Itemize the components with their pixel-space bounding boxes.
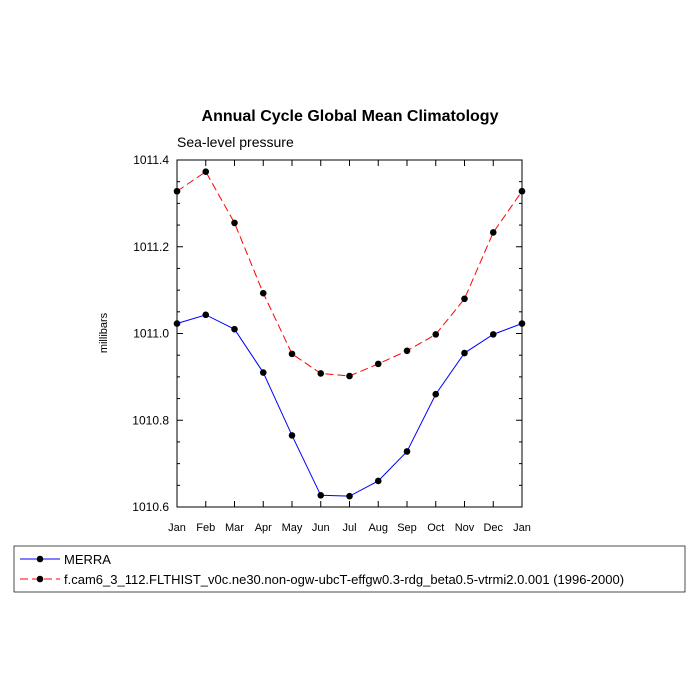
y-tick-label: 1011.2 — [133, 240, 169, 254]
y-tick-label: 1010.8 — [132, 413, 169, 427]
data-point — [288, 350, 296, 358]
x-tick-label: Nov — [455, 522, 475, 534]
legend-marker — [36, 575, 44, 583]
data-point — [202, 168, 210, 176]
plot-border — [176, 159, 523, 508]
x-axis-ticks: Jan Feb Mar Apr May Jun Jul Aug Sep Oct Nov Dec Jan — [168, 160, 531, 534]
data-point — [518, 320, 526, 327]
x-tick-label: May — [282, 522, 303, 534]
x-tick-label: Feb — [196, 522, 215, 534]
data-point — [432, 390, 440, 398]
data-point — [259, 289, 267, 297]
x-tick-label: Aug — [368, 522, 388, 534]
x-tick-label: Jan — [513, 522, 531, 534]
data-point — [346, 492, 353, 500]
data-point — [489, 229, 497, 236]
x-tick-label: Sep — [397, 522, 417, 534]
x-tick-label: Oct — [427, 522, 444, 534]
y-axis-label: millibars — [98, 312, 110, 353]
data-point — [231, 219, 238, 227]
legend-label: MERRA — [64, 552, 111, 567]
data-point — [403, 448, 411, 455]
legend-marker — [36, 555, 44, 563]
series-line-cam6 — [176, 170, 523, 377]
data-point — [288, 432, 296, 439]
y-tick-label: 1011.0 — [133, 327, 169, 341]
x-tick-label: Jan — [168, 522, 186, 534]
data-point — [432, 331, 440, 338]
data-point — [461, 295, 468, 303]
data-point — [173, 187, 181, 195]
x-tick-label: Mar — [225, 522, 244, 534]
series-layer — [173, 168, 526, 500]
data-point — [202, 311, 210, 319]
data-point — [518, 187, 526, 195]
plot-frame — [176, 159, 523, 508]
x-tick-label: Jun — [312, 522, 330, 534]
data-point — [461, 349, 468, 357]
data-point — [346, 372, 353, 380]
chart-title: Annual Cycle Global Mean Climatology — [202, 108, 499, 125]
data-point — [173, 320, 181, 327]
data-point — [259, 369, 267, 376]
data-point — [489, 331, 497, 338]
legend: MERRA f.cam6_3_112.FLTHIST_v0c.ne30.non-o… — [13, 545, 686, 593]
data-point — [231, 325, 238, 333]
legend-label: f.cam6_3_112.FLTHIST_v0c.ne30.non-ogw-ub… — [64, 572, 624, 587]
data-point — [317, 370, 325, 377]
chart-subtitle: Sea-level pressure — [177, 134, 294, 150]
series-line-merra — [176, 314, 523, 497]
data-point — [403, 347, 411, 355]
data-point — [374, 477, 382, 485]
data-point — [317, 491, 325, 499]
y-tick-label: 1010.6 — [132, 500, 169, 514]
x-tick-label: Dec — [483, 522, 503, 534]
y-tick-label: 1011.4 — [133, 153, 169, 167]
x-tick-label: Jul — [342, 522, 356, 534]
data-point — [374, 360, 382, 368]
x-tick-label: Apr — [255, 522, 272, 534]
y-axis-ticks: 1010.6 1010.8 1011.0 1011.2 1011.4 — [132, 153, 522, 514]
legend-box — [13, 545, 686, 593]
